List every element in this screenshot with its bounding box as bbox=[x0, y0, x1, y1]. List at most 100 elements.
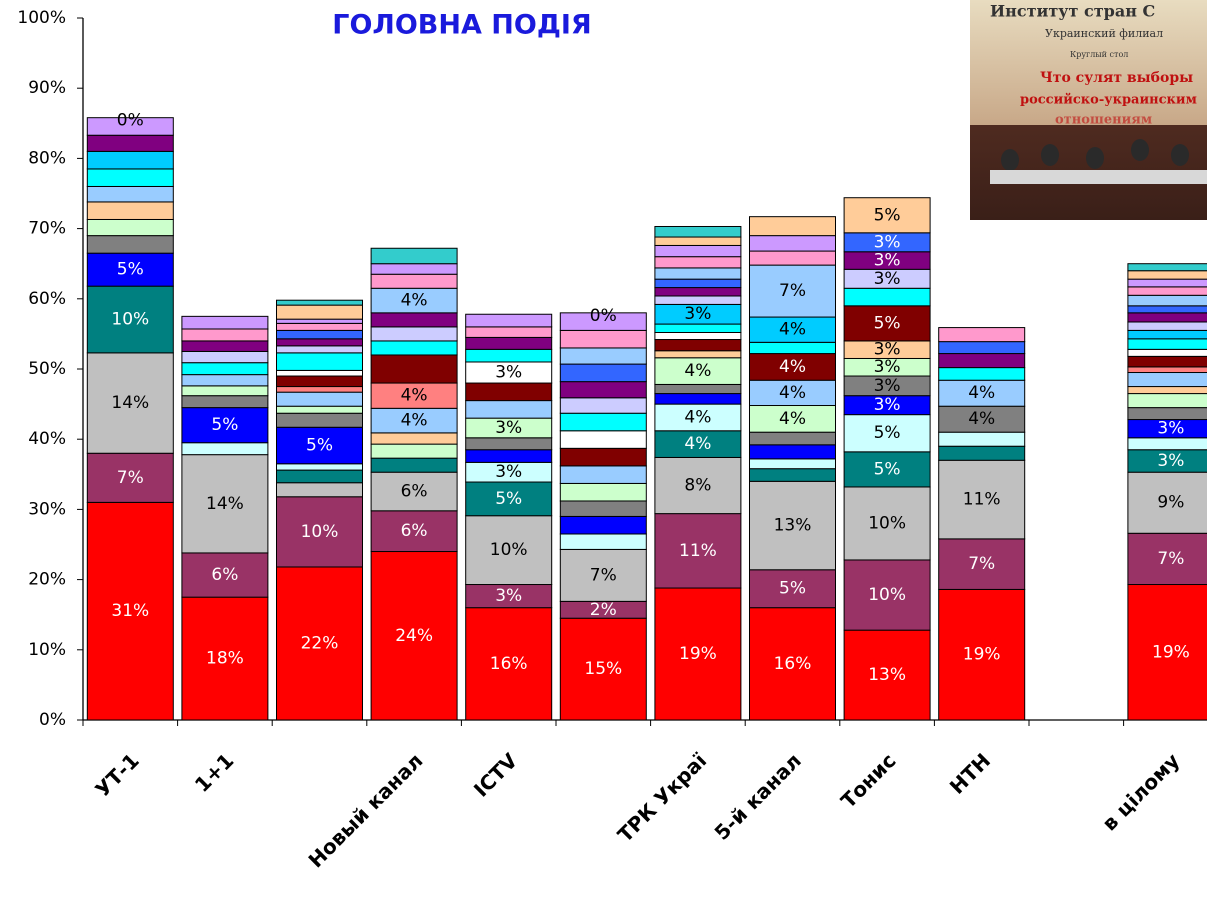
value-label: 3% bbox=[495, 418, 522, 438]
x-tick-label: НТН bbox=[945, 748, 995, 798]
bar-segment bbox=[843, 197, 931, 234]
bar-segment bbox=[749, 216, 836, 237]
bar-segment bbox=[465, 437, 553, 451]
bar-segment bbox=[465, 326, 553, 338]
value-label: 4% bbox=[401, 291, 428, 311]
value-label: 4% bbox=[684, 434, 711, 454]
value-label: 4% bbox=[968, 383, 995, 403]
bar-segment bbox=[370, 443, 458, 459]
bar-segment bbox=[1127, 532, 1207, 586]
bar-segment bbox=[86, 150, 174, 170]
bar-segment bbox=[276, 369, 363, 377]
value-label: 4% bbox=[968, 409, 995, 429]
bar-segment bbox=[749, 458, 836, 470]
bar-segment bbox=[559, 465, 647, 484]
value-label: 24% bbox=[395, 626, 433, 646]
bar-segment bbox=[276, 386, 363, 393]
bar-segment bbox=[276, 482, 363, 498]
value-label: 3% bbox=[874, 395, 901, 415]
value-label: 5% bbox=[495, 489, 522, 509]
y-tick-label: 90% bbox=[28, 78, 66, 98]
bar-segment bbox=[1127, 393, 1207, 409]
x-tick-label: Тонис bbox=[836, 748, 900, 812]
y-tick-label: 80% bbox=[28, 148, 66, 168]
value-label: 7% bbox=[117, 468, 144, 488]
bar-segment bbox=[1127, 355, 1207, 368]
bar-segment bbox=[276, 375, 363, 388]
bar-segment bbox=[1127, 278, 1207, 288]
bar-segment bbox=[86, 235, 174, 254]
bar-segment bbox=[181, 350, 269, 364]
bar-segment bbox=[181, 596, 269, 721]
value-label: 15% bbox=[584, 659, 622, 679]
value-label: 13% bbox=[774, 516, 812, 536]
value-label: 4% bbox=[684, 407, 711, 427]
bar-segment bbox=[559, 515, 647, 535]
bar-segment bbox=[1127, 386, 1207, 395]
plot-area: 0% 10% 20% 30% 40% 50% 60% 70% 80% 90% 100% УТ-1 1+1… bbox=[17, 8, 1207, 872]
bar-segment bbox=[654, 225, 742, 238]
bar-segment bbox=[843, 414, 931, 453]
bar-segment bbox=[654, 244, 742, 258]
bar-segment bbox=[181, 328, 269, 342]
bar-segment bbox=[370, 551, 458, 721]
bar-segment bbox=[86, 185, 174, 203]
bar-segment bbox=[1127, 286, 1207, 296]
bar-segment bbox=[654, 513, 742, 589]
bar-segment bbox=[465, 449, 553, 463]
bar-segment bbox=[370, 340, 458, 356]
value-label: 2% bbox=[590, 600, 617, 620]
value-label: 4% bbox=[779, 357, 806, 377]
value-label: 5% bbox=[779, 579, 806, 599]
bar-segment bbox=[749, 341, 836, 355]
bar-segment bbox=[938, 379, 1026, 407]
bar-segment bbox=[276, 304, 363, 320]
bar-segment bbox=[86, 117, 174, 136]
value-label: 4% bbox=[779, 409, 806, 429]
value-label: 5% bbox=[874, 313, 901, 333]
value-label: 10% bbox=[111, 310, 149, 330]
bar-segment bbox=[938, 405, 1026, 433]
bar-segment bbox=[654, 323, 742, 333]
bar-segment bbox=[181, 552, 269, 598]
value-label: 5% bbox=[874, 205, 901, 225]
value-label: 19% bbox=[679, 644, 717, 664]
photo-text: отношениям bbox=[1055, 113, 1152, 128]
bar-segment bbox=[938, 327, 1026, 343]
value-label: 7% bbox=[590, 565, 617, 585]
bar-segment bbox=[370, 287, 458, 314]
value-label: 3% bbox=[1157, 419, 1184, 439]
y-tick-label: 70% bbox=[28, 219, 66, 239]
value-label: 0% bbox=[590, 306, 617, 326]
bar-segment bbox=[559, 617, 647, 721]
x-tick-label: ICTV bbox=[469, 748, 523, 802]
bar-segment bbox=[559, 447, 647, 467]
photo: Институт стран С Украинский филиал Кругл… bbox=[970, 0, 1207, 220]
value-label: 7% bbox=[968, 554, 995, 574]
bar-segment bbox=[654, 267, 742, 280]
bar-segment bbox=[749, 431, 836, 446]
y-tick-label: 30% bbox=[28, 499, 66, 519]
bar-segment bbox=[749, 379, 836, 407]
value-label: 3% bbox=[874, 376, 901, 396]
photo-text: Круглый стол bbox=[1070, 50, 1128, 59]
bar-segment bbox=[1127, 366, 1207, 374]
value-label: 19% bbox=[1152, 642, 1190, 662]
bar-segment bbox=[938, 341, 1026, 355]
bar-segment bbox=[86, 252, 174, 287]
bar-segment bbox=[276, 391, 363, 407]
bar-segment bbox=[370, 510, 458, 553]
bar-segment bbox=[559, 347, 647, 365]
bar-segment bbox=[559, 430, 647, 449]
bar-segment bbox=[654, 339, 742, 352]
value-label: 19% bbox=[963, 645, 1001, 665]
value-label: 5% bbox=[306, 436, 333, 456]
bar-segment bbox=[938, 431, 1026, 447]
bar-segment bbox=[370, 263, 458, 275]
bar-segment bbox=[559, 363, 647, 383]
photo-text: Что сулят выборы bbox=[1040, 70, 1193, 86]
value-label: 4% bbox=[779, 320, 806, 340]
bar-segment bbox=[749, 468, 836, 482]
bar-segment bbox=[86, 168, 174, 187]
